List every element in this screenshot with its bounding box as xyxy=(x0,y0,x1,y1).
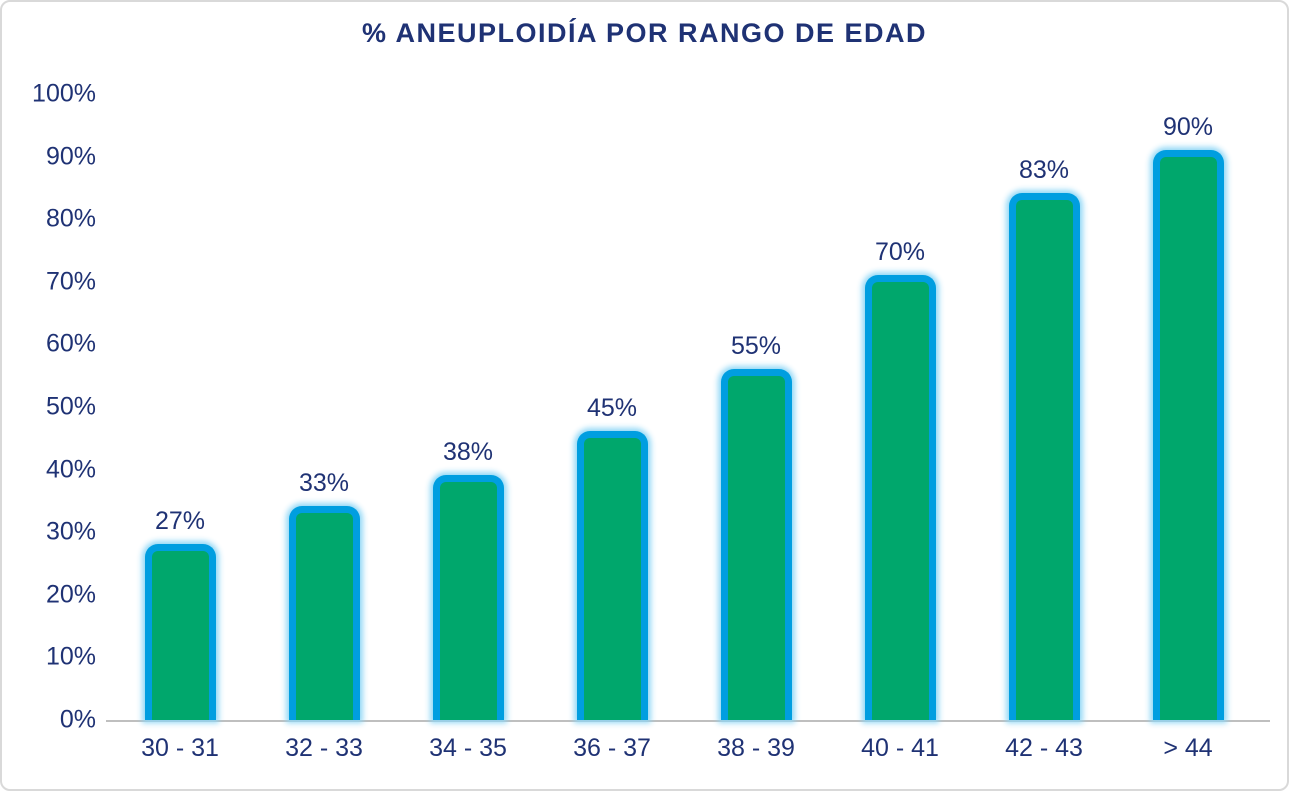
y-tick-label: 80% xyxy=(45,204,96,233)
bar xyxy=(1008,193,1080,720)
y-tick-label: 10% xyxy=(45,642,96,671)
y-tick-label: 0% xyxy=(59,705,96,734)
x-tick-label: 42 - 43 xyxy=(1005,734,1083,762)
bar-group: 55% xyxy=(684,94,828,720)
y-axis: 0% 10% 20% 30% 40% 50% 60% 70% 80% 90% 100% xyxy=(2,80,96,734)
x-tick-label: 32 - 33 xyxy=(285,734,363,762)
bar-group: 45% xyxy=(540,94,684,720)
bar-group: 38% xyxy=(396,94,540,720)
x-tick-label: 38 - 39 xyxy=(717,734,795,762)
bar-group: 70% xyxy=(828,94,972,720)
bar-value-label: 27% xyxy=(154,506,206,535)
x-tick-label: 30 - 31 xyxy=(141,734,219,762)
bar xyxy=(432,475,504,720)
y-tick-label: 90% xyxy=(45,142,96,171)
y-tick-label: 50% xyxy=(45,392,96,421)
y-tick-label: 20% xyxy=(45,580,96,609)
bar-value-label: 38% xyxy=(442,438,494,467)
bar-value-label: 70% xyxy=(874,237,926,266)
bar xyxy=(288,506,360,720)
bar-value-label: 45% xyxy=(586,394,638,423)
x-axis: 30 - 31 32 - 33 34 - 35 36 - 37 38 - 39 40 - … xyxy=(106,734,1270,763)
y-tick-label: 100% xyxy=(32,79,96,108)
y-tick-label: 30% xyxy=(45,517,96,546)
x-tick-label: > 44 xyxy=(1163,734,1213,762)
bar xyxy=(1152,149,1224,720)
bar-value-label: 90% xyxy=(1162,112,1214,141)
y-tick-label: 60% xyxy=(45,329,96,358)
bar xyxy=(864,274,936,720)
bar-value-label: 55% xyxy=(730,331,782,360)
y-tick-label: 70% xyxy=(45,267,96,296)
chart-title: % ANEUPLOIDÍA POR RANGO DE EDAD xyxy=(361,18,928,48)
bar xyxy=(576,431,648,720)
bar-group: 83% xyxy=(972,94,1116,720)
bar-value-label: 33% xyxy=(298,469,350,498)
x-tick-label: 40 - 41 xyxy=(861,734,939,762)
bar xyxy=(720,368,792,720)
plot-area: 27% 33% 38% 45% 55% 70% 83% 90% xyxy=(106,94,1270,722)
bar-group: 27% xyxy=(108,94,252,720)
y-tick-label: 40% xyxy=(45,455,96,484)
bar-group: 90% xyxy=(1116,94,1260,720)
bar-value-label: 83% xyxy=(1018,156,1070,185)
x-tick-label: 36 - 37 xyxy=(573,734,651,762)
bar-group: 33% xyxy=(252,94,396,720)
x-tick-label: 34 - 35 xyxy=(429,734,507,762)
bar xyxy=(144,543,216,720)
